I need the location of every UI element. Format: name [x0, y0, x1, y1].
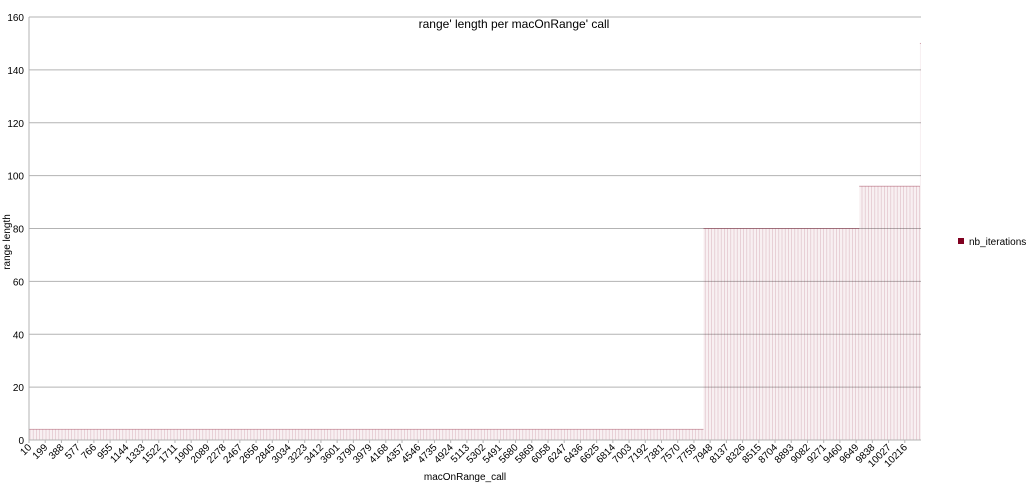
- legend: nb_iterations: [958, 237, 1026, 248]
- x-tick-label: 766: [79, 442, 99, 462]
- bars-layer: [29, 42, 921, 440]
- legend-label: nb_iterations: [969, 237, 1026, 248]
- bar-segment: [919, 43, 921, 440]
- y-tick-label: 160: [7, 13, 24, 24]
- grid-layer: [29, 16, 921, 441]
- chart-title: range' length per macOnRange' call: [419, 17, 610, 31]
- y-tick-label: 80: [13, 225, 25, 236]
- bar-segment: [703, 228, 860, 440]
- x-tick-label: 388: [47, 442, 67, 462]
- y-tick-label: 120: [7, 119, 24, 130]
- y-axis-title: range length: [2, 214, 13, 270]
- y-tick-labels: 0 20 40 60 80 100 120 140 160: [7, 13, 24, 447]
- x-axis-title: macOnRange_call: [424, 472, 506, 483]
- axis-layer: [28, 17, 921, 443]
- y-tick-label: 100: [7, 172, 24, 183]
- x-tick-labels: 1019938857776695511441333152217111900208…: [18, 442, 910, 470]
- bar-segment: [859, 186, 920, 440]
- x-tick-label: 199: [31, 442, 51, 462]
- y-tick-label: 20: [13, 383, 25, 394]
- y-tick-label: 140: [7, 66, 24, 77]
- bar-segment: [29, 429, 704, 440]
- legend-swatch: [958, 238, 964, 244]
- x-tick-label: 577: [63, 442, 83, 462]
- y-tick-label: 60: [13, 277, 25, 288]
- y-tick-label: 0: [18, 436, 24, 447]
- y-tick-label: 40: [13, 330, 25, 341]
